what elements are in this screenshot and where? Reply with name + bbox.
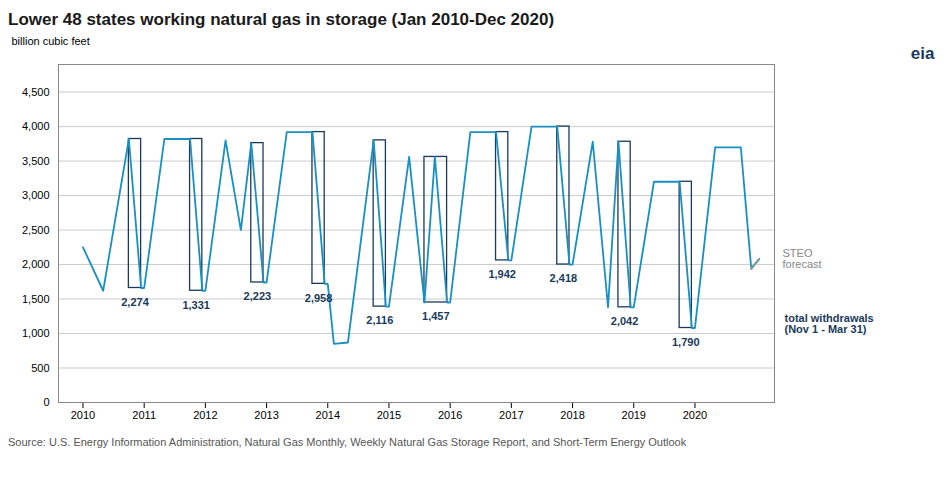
svg-text:2020: 2020 [683,409,707,421]
svg-text:2016: 2016 [438,409,462,421]
svg-text:2017: 2017 [499,409,523,421]
svg-text:2,000: 2,000 [22,258,50,270]
svg-text:3,000: 3,000 [22,189,50,201]
svg-text:2012: 2012 [193,409,217,421]
svg-text:2018: 2018 [560,409,584,421]
svg-text:1,331: 1,331 [182,299,210,311]
svg-text:2013: 2013 [254,409,278,421]
svg-text:2,418: 2,418 [550,272,578,284]
svg-text:1,790: 1,790 [672,336,700,348]
svg-text:3,500: 3,500 [22,155,50,167]
svg-text:total withdrawals(Nov 1 - Mar: total withdrawals(Nov 1 - Mar 31) [785,312,874,335]
html-text:Lower 48 states working natura: Lower 48 states working natural gas in s… [8,10,555,29]
svg-text:0: 0 [43,396,49,408]
svg-text:STEOforecast: STEOforecast [783,247,822,270]
html-text:Source: U.S. Energy Informatio: Source: U.S. Energy Information Administ… [8,436,687,448]
svg-text:2011: 2011 [132,409,156,421]
svg-text:1,500: 1,500 [22,293,50,305]
svg-text:2,500: 2,500 [22,224,50,236]
svg-text:2,116: 2,116 [366,314,393,326]
svg-text:2,042: 2,042 [611,315,639,327]
svg-text:2014: 2014 [316,409,340,421]
svg-text:2010: 2010 [71,409,95,421]
svg-text:1,000: 1,000 [22,327,50,339]
svg-text:2019: 2019 [622,409,646,421]
svg-text:billion cubic feet: billion cubic feet [12,35,90,47]
svg-text:2,274: 2,274 [121,296,149,308]
svg-text:2015: 2015 [377,409,401,421]
svg-text:2,958: 2,958 [305,292,333,304]
svg-text:2,223: 2,223 [244,290,272,302]
svg-text:500: 500 [31,362,49,374]
svg-text:1,457: 1,457 [422,310,450,322]
svg-text:4,500: 4,500 [22,86,50,98]
svg-text:1,942: 1,942 [488,268,516,280]
svg-text:eia: eia [911,44,935,63]
svg-text:4,000: 4,000 [22,120,50,132]
